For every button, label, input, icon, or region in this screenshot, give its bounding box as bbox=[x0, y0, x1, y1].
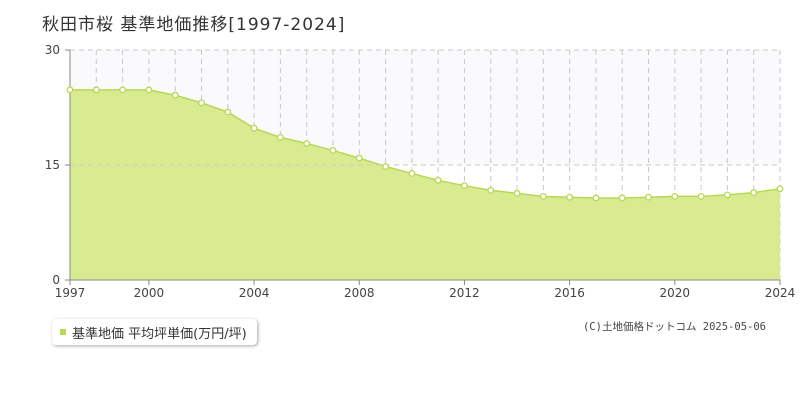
data-point bbox=[460, 182, 468, 190]
data-point bbox=[750, 189, 758, 197]
data-point bbox=[487, 186, 495, 194]
data-point bbox=[566, 193, 574, 201]
data-point bbox=[382, 163, 390, 170]
x-tick-label: 2000 bbox=[134, 286, 165, 300]
series-area bbox=[70, 89, 780, 280]
data-point bbox=[408, 169, 416, 177]
legend-label: 基準地価 平均坪単価(万円/坪) bbox=[72, 326, 247, 342]
data-points bbox=[66, 86, 784, 202]
data-point bbox=[250, 124, 258, 132]
data-point bbox=[198, 99, 205, 107]
data-point bbox=[776, 185, 784, 193]
data-point bbox=[224, 108, 232, 116]
data-point bbox=[697, 192, 705, 200]
data-point bbox=[434, 176, 442, 184]
data-point bbox=[592, 194, 600, 202]
x-tick-label: 2024 bbox=[765, 286, 796, 300]
y-tick-label: 0 bbox=[52, 273, 60, 287]
data-point bbox=[723, 191, 731, 199]
y-tick-labels: 0 15 30 bbox=[45, 43, 60, 287]
x-tick-label: 2008 bbox=[344, 286, 375, 300]
legend-swatch bbox=[60, 329, 66, 335]
y-tick-label: 15 bbox=[45, 158, 60, 172]
series-line bbox=[70, 89, 781, 199]
x-tick-label: 2020 bbox=[660, 286, 691, 300]
horizontal-gridlines bbox=[70, 49, 780, 166]
y-tick-label: 30 bbox=[45, 43, 60, 57]
data-point bbox=[171, 91, 179, 99]
data-point bbox=[539, 192, 547, 200]
data-point bbox=[92, 86, 100, 94]
x-tick-label: 2016 bbox=[554, 286, 585, 300]
x-tick-labels: 1997 2000 2004 2008 2012 2016 2020 2024 bbox=[55, 286, 796, 300]
x-tick-label: 1997 bbox=[55, 286, 86, 300]
x-tick-label: 2012 bbox=[449, 286, 480, 300]
data-point bbox=[145, 86, 153, 94]
data-point bbox=[329, 146, 337, 154]
data-area bbox=[70, 89, 781, 280]
data-point bbox=[671, 192, 679, 200]
copyright-text: (C)土地価格ドットコム 2025-05-06 bbox=[582, 321, 766, 333]
data-point bbox=[645, 193, 652, 201]
data-point bbox=[276, 133, 284, 141]
legend: 基準地価 平均坪単価(万円/坪) bbox=[52, 319, 257, 345]
data-point bbox=[119, 86, 127, 94]
data-point bbox=[66, 86, 74, 94]
data-point bbox=[513, 189, 521, 197]
data-point bbox=[303, 140, 311, 147]
data-point bbox=[618, 194, 626, 202]
x-tick-label: 2004 bbox=[239, 286, 270, 300]
data-point bbox=[355, 154, 363, 162]
chart-title: 秋田市桜 基準地価推移[1997-2024] bbox=[42, 15, 346, 35]
